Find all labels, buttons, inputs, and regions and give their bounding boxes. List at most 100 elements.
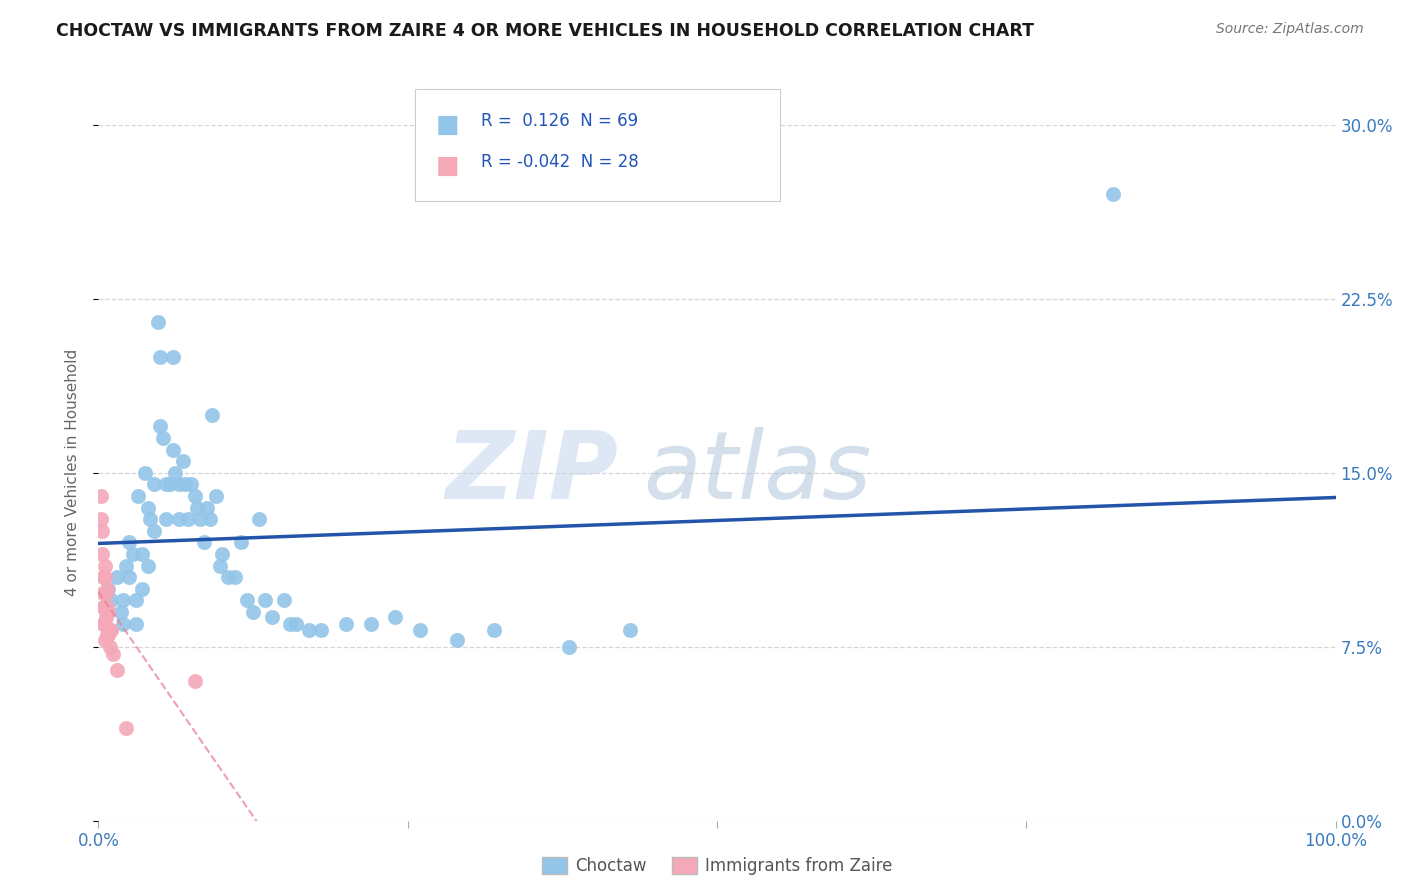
Point	[122, 547, 145, 561]
Point	[484, 624, 506, 638]
Point	[96, 582, 118, 596]
Point	[162, 442, 184, 457]
Point	[93, 570, 115, 584]
Text: ZIP: ZIP	[446, 426, 619, 519]
Point	[103, 647, 125, 661]
Point	[93, 616, 115, 631]
Legend: Choctaw, Immigrants from Zaire: Choctaw, Immigrants from Zaire	[536, 850, 898, 882]
Point	[619, 624, 641, 638]
Point	[198, 512, 221, 526]
Point	[91, 524, 114, 538]
Point	[167, 512, 190, 526]
Point	[105, 663, 128, 677]
Text: Source: ZipAtlas.com: Source: ZipAtlas.com	[1216, 22, 1364, 37]
Point	[124, 616, 146, 631]
Text: ■: ■	[436, 154, 460, 178]
Point	[335, 616, 357, 631]
Point	[97, 628, 120, 642]
Point	[124, 593, 146, 607]
Point	[208, 558, 231, 573]
Point	[298, 624, 321, 638]
Point	[90, 489, 112, 503]
Point	[224, 570, 246, 584]
Point	[205, 489, 228, 503]
Point	[188, 512, 211, 526]
Point	[184, 489, 207, 503]
Point	[242, 605, 264, 619]
Point	[93, 586, 115, 600]
Point	[93, 632, 115, 647]
Point	[285, 616, 308, 631]
Point	[93, 586, 115, 600]
Point	[260, 609, 283, 624]
Point	[446, 632, 468, 647]
Point	[1102, 187, 1125, 202]
Point	[217, 570, 239, 584]
Point	[127, 489, 149, 503]
Point	[94, 609, 117, 624]
Point	[91, 547, 114, 561]
Point	[131, 582, 153, 596]
Point	[180, 477, 202, 491]
Point	[112, 616, 135, 631]
Point	[174, 477, 197, 491]
Y-axis label: 4 or more Vehicles in Household: 4 or more Vehicles in Household	[65, 349, 80, 597]
Point	[93, 600, 115, 615]
Point	[98, 640, 121, 654]
Point	[186, 500, 208, 515]
Point	[105, 570, 128, 584]
Point	[247, 512, 270, 526]
Point	[273, 593, 295, 607]
Point	[90, 512, 112, 526]
Point	[100, 624, 122, 638]
Point	[93, 570, 115, 584]
Point	[159, 477, 181, 491]
Point	[93, 600, 115, 615]
Point	[146, 315, 169, 329]
Point	[236, 593, 259, 607]
Point	[176, 512, 198, 526]
Point	[384, 609, 406, 624]
Point	[96, 628, 118, 642]
Point	[172, 454, 194, 468]
Point	[136, 500, 159, 515]
Point	[97, 582, 120, 596]
Point	[134, 466, 156, 480]
Point	[143, 477, 166, 491]
Point	[98, 624, 121, 638]
Point	[118, 570, 141, 584]
Point	[93, 558, 115, 573]
Point	[155, 477, 177, 491]
Point	[131, 547, 153, 561]
Point	[211, 547, 233, 561]
Point	[360, 616, 382, 631]
Point	[100, 593, 122, 607]
Point	[184, 674, 207, 689]
Point	[557, 640, 579, 654]
Point	[165, 466, 187, 480]
Point	[278, 616, 301, 631]
Point	[114, 721, 136, 735]
Point	[167, 477, 190, 491]
Point	[139, 512, 162, 526]
Point	[110, 605, 132, 619]
Point	[149, 419, 172, 434]
Point	[229, 535, 252, 549]
Point	[201, 408, 224, 422]
Point	[114, 558, 136, 573]
Text: ■: ■	[436, 113, 460, 137]
Text: CHOCTAW VS IMMIGRANTS FROM ZAIRE 4 OR MORE VEHICLES IN HOUSEHOLD CORRELATION CHA: CHOCTAW VS IMMIGRANTS FROM ZAIRE 4 OR MO…	[56, 22, 1035, 40]
Point	[254, 593, 277, 607]
Point	[409, 624, 432, 638]
Point	[118, 535, 141, 549]
Point	[193, 535, 215, 549]
Point	[112, 593, 135, 607]
Text: atlas: atlas	[643, 427, 872, 518]
Point	[162, 350, 184, 364]
Point	[97, 605, 120, 619]
Point	[195, 500, 218, 515]
Point	[149, 350, 172, 364]
Point	[94, 586, 117, 600]
Point	[136, 558, 159, 573]
Point	[93, 616, 115, 631]
